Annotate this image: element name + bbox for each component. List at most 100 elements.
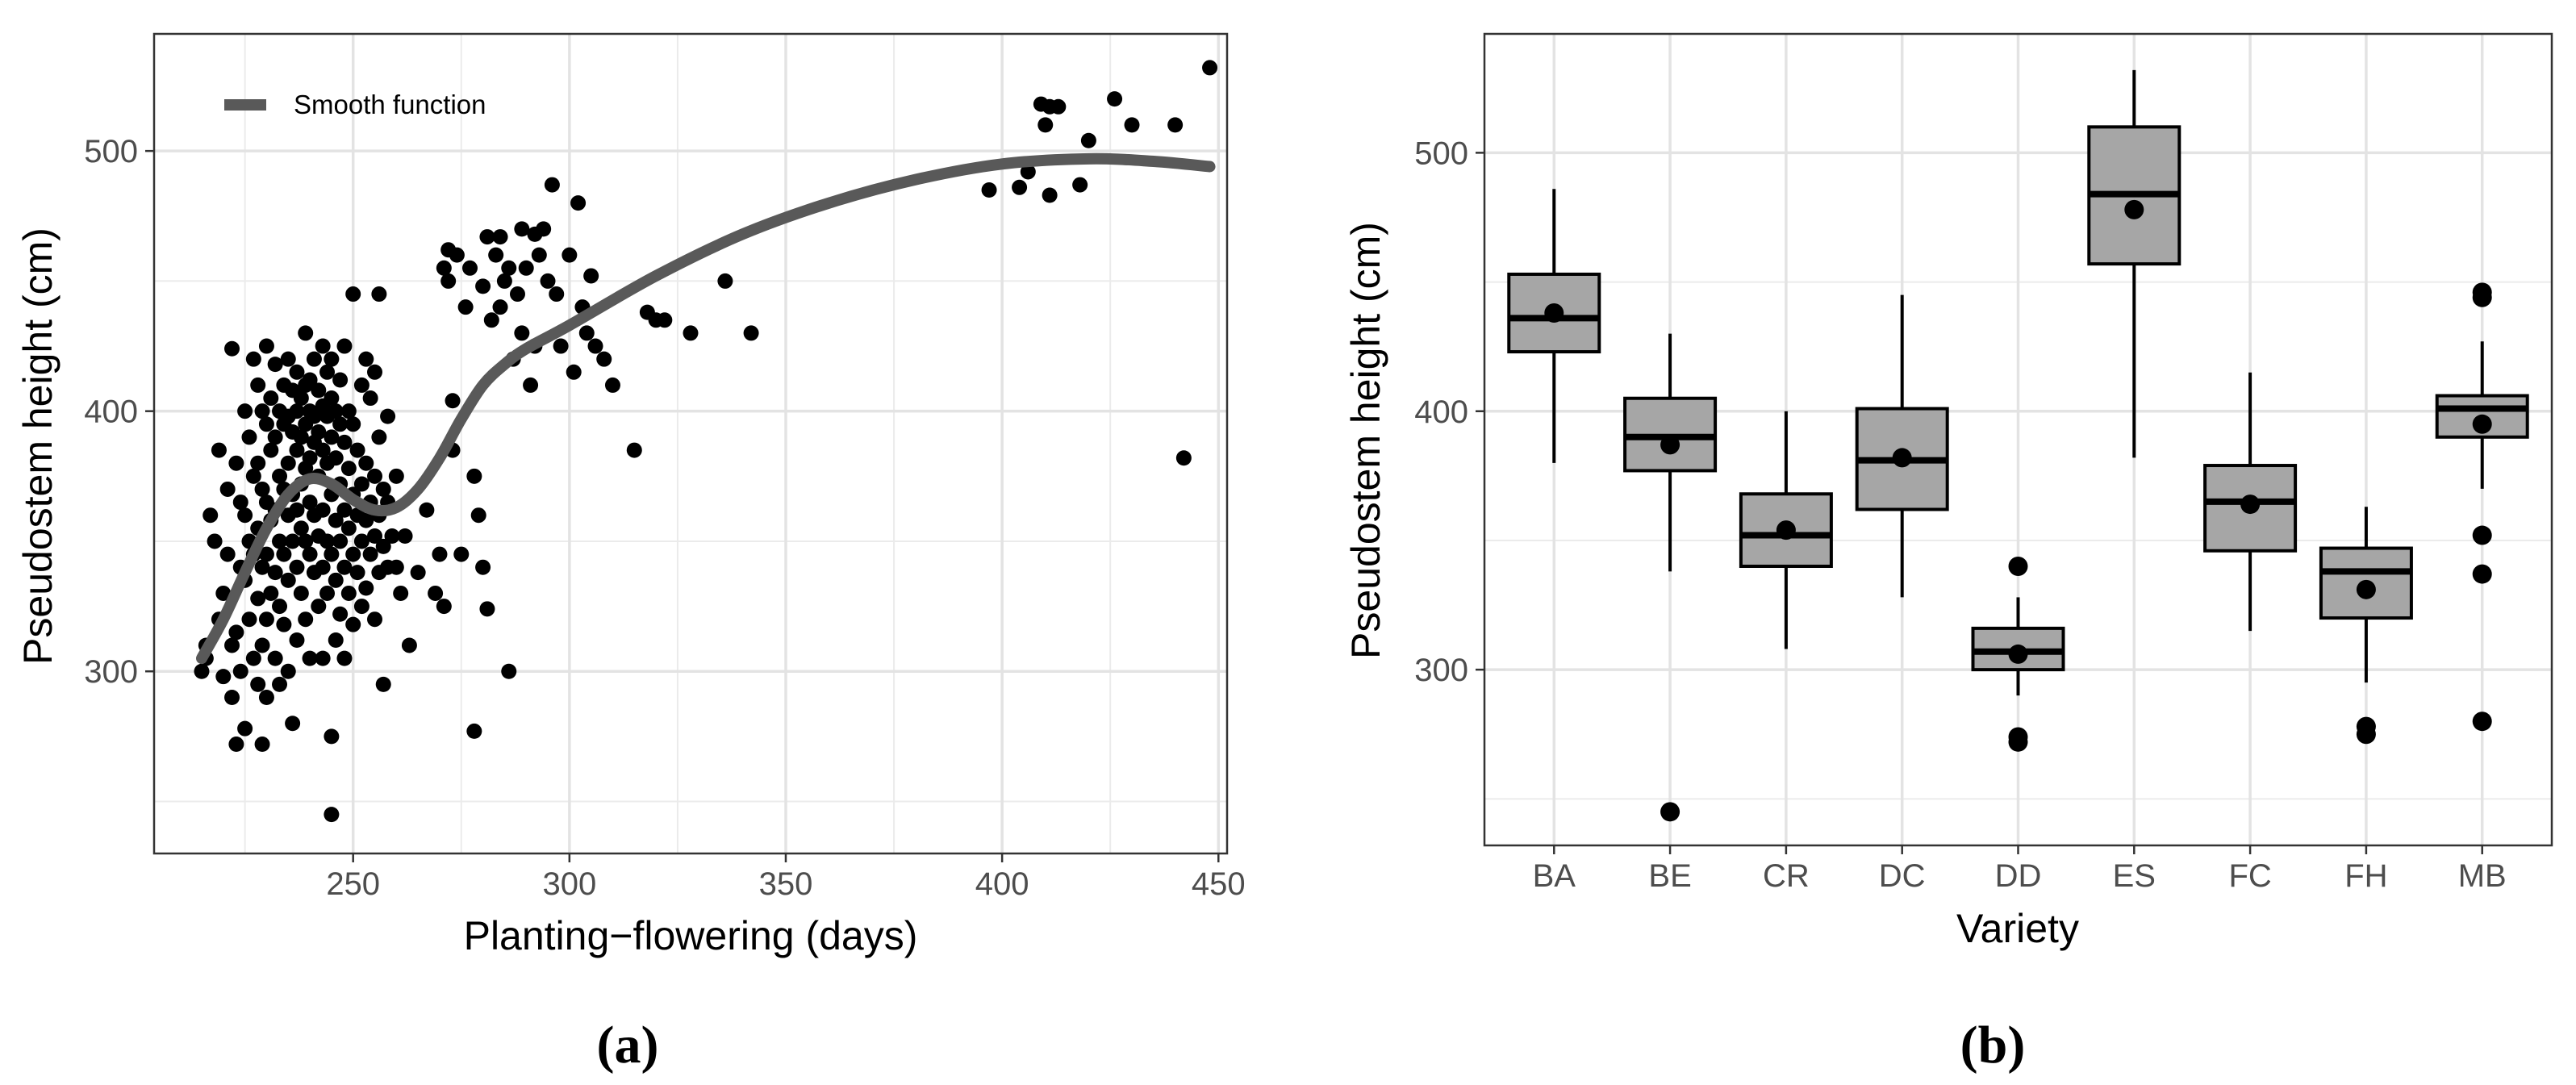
scatter-point (211, 442, 227, 458)
scatter-point (267, 565, 283, 581)
x-tick-label: 400 (975, 866, 1029, 902)
scatter-point (428, 585, 444, 601)
panel-a-x-axis-title: Planting−flowering (days) (464, 913, 918, 958)
scatter-point (272, 676, 288, 692)
scatter-point (285, 716, 301, 732)
scatter-point (219, 481, 236, 497)
boxplot-dc (1855, 294, 1949, 598)
scatter-point (328, 450, 344, 466)
scatter-point (332, 533, 349, 549)
scatter-point (289, 442, 305, 458)
scatter-point (583, 268, 599, 284)
scatter-point (289, 559, 305, 575)
scatter-point (717, 273, 733, 289)
scatter-point (683, 325, 699, 341)
scatter-point (432, 546, 448, 562)
scatter-point (224, 637, 240, 653)
scatter-point (345, 616, 361, 632)
scatter-point (340, 461, 357, 477)
scatter-point (298, 611, 314, 628)
scatter-point (311, 382, 327, 399)
y-tick-label: 300 (84, 654, 138, 690)
outlier-point (2356, 716, 2376, 737)
scatter-point (340, 403, 357, 419)
scatter-point (306, 351, 322, 367)
scatter-point (353, 599, 369, 615)
scatter-point (461, 260, 478, 276)
scatter-point (267, 429, 283, 445)
scatter-point (267, 650, 283, 666)
boxplot-dd (1971, 556, 2065, 752)
scatter-point (336, 338, 353, 354)
scatter-point (410, 565, 426, 581)
scatter-point (1012, 179, 1028, 195)
scatter-point (445, 393, 461, 409)
scatter-point (483, 312, 499, 328)
outlier-point (2008, 727, 2028, 747)
scatter-point (496, 273, 512, 289)
mean-point (1660, 435, 1680, 455)
scatter-point (492, 229, 508, 245)
scatter-point (267, 357, 283, 373)
scatter-point (324, 429, 340, 445)
scatter-point (518, 260, 534, 276)
scatter-point (315, 442, 331, 458)
scatter-point (536, 221, 552, 237)
x-tick-label: 350 (759, 866, 813, 902)
y-tick-label: 500 (84, 134, 138, 169)
y-tick-label: 300 (1414, 653, 1468, 688)
scatter-point (289, 403, 305, 419)
boxplot-ba (1507, 189, 1601, 463)
scatter-point (215, 669, 232, 685)
scatter-point (397, 528, 413, 545)
x-tick-label: ES (2113, 858, 2156, 894)
scatter-point (566, 364, 582, 380)
scatter-point (276, 616, 292, 632)
scatter-point (349, 565, 365, 581)
mean-point (1544, 303, 1564, 323)
scatter-point (315, 502, 331, 518)
scatter-point (358, 580, 374, 596)
x-tick-label: FH (2344, 858, 2387, 894)
scatter-point (289, 632, 305, 649)
scatter-point (315, 559, 331, 575)
scatter-point (293, 520, 309, 536)
scatter-point (280, 663, 296, 679)
scatter-point (280, 455, 296, 471)
scatter-point (224, 340, 240, 357)
scatter-point (250, 590, 266, 607)
scatter-point (254, 559, 270, 575)
scatter-point (258, 546, 274, 562)
scatter-point (466, 468, 482, 484)
scatter-point (596, 351, 612, 367)
boxplot-fc (2203, 372, 2298, 632)
box (1739, 492, 1833, 568)
scatter-point (263, 585, 279, 601)
y-tick-label: 400 (84, 394, 138, 430)
scatter-point (419, 502, 435, 518)
scatter-point (367, 468, 383, 484)
scatter-point (1072, 177, 1088, 193)
scatter-point (263, 390, 279, 407)
scatter-point (553, 338, 569, 354)
scatter-point (194, 663, 210, 679)
scatter-point (319, 533, 336, 549)
scatter-point (466, 723, 482, 739)
scatter-point (470, 507, 486, 524)
scatter-point (228, 455, 244, 471)
boxplot-be (1623, 333, 1718, 822)
outlier-point (2472, 564, 2492, 584)
scatter-point (388, 559, 404, 575)
scatter-point (340, 520, 357, 536)
scatter-point (509, 286, 525, 303)
scatter-point (587, 338, 603, 354)
scatter-point (1037, 117, 1054, 133)
panel-a: 250 300 350 400 450 300 400 500 Smooth function… (15, 32, 1246, 1075)
panel-b-ticks: 300 400 500 BA BE CR DC DD ES FC FH MB (1414, 136, 2506, 894)
boxplot-es (2087, 69, 2181, 458)
boxplot-mb (2435, 282, 2529, 732)
scatter-point (345, 286, 361, 303)
scatter-point (302, 495, 318, 511)
boxplot-fh (2319, 507, 2413, 745)
scatter-point (353, 377, 369, 393)
